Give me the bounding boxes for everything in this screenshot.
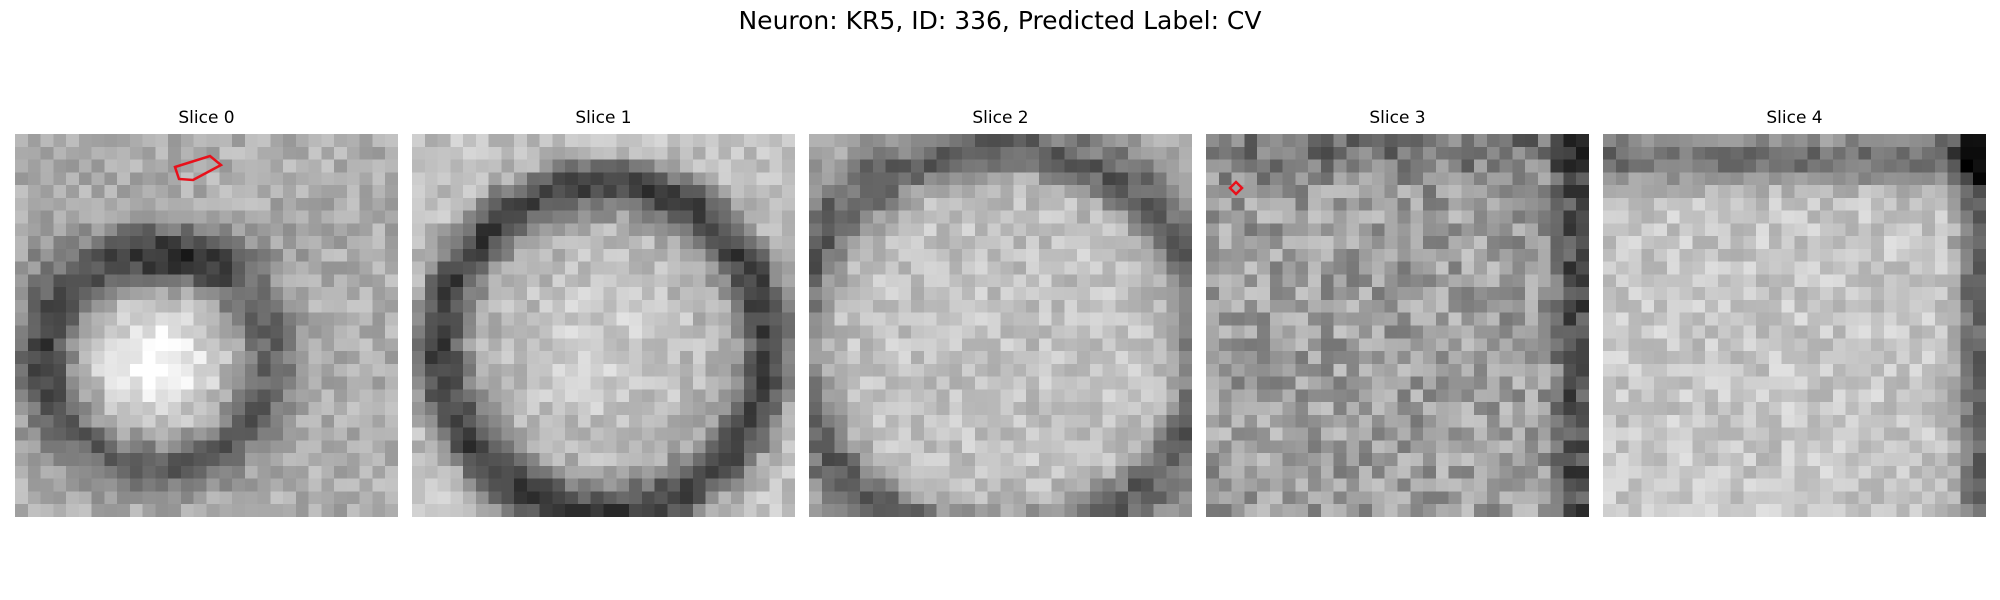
slice-image: [1206, 134, 1589, 517]
slice-canvas: [1206, 134, 1589, 517]
slice-image: [412, 134, 795, 517]
slice-canvas: [15, 134, 398, 517]
slice-title: Slice 2: [972, 108, 1029, 128]
annotation-overlay: [173, 154, 224, 182]
slice-title: Slice 3: [1369, 108, 1426, 128]
slice-title: Slice 0: [178, 108, 235, 128]
slice-canvas: [412, 134, 795, 517]
figure-title: Neuron: KR5, ID: 336, Predicted Label: C…: [738, 6, 1262, 35]
slice-image: [15, 134, 398, 517]
annotation-overlay: [1228, 180, 1244, 196]
slice-title: Slice 4: [1766, 108, 1823, 128]
slice-canvas: [1603, 134, 1986, 517]
slice-image: [1603, 134, 1986, 517]
slice-title: Slice 1: [575, 108, 632, 128]
slice-canvas: [809, 134, 1192, 517]
annotation-diamond: [1228, 180, 1244, 196]
annotation-polygon: [173, 154, 224, 182]
slice-image: [809, 134, 1192, 517]
